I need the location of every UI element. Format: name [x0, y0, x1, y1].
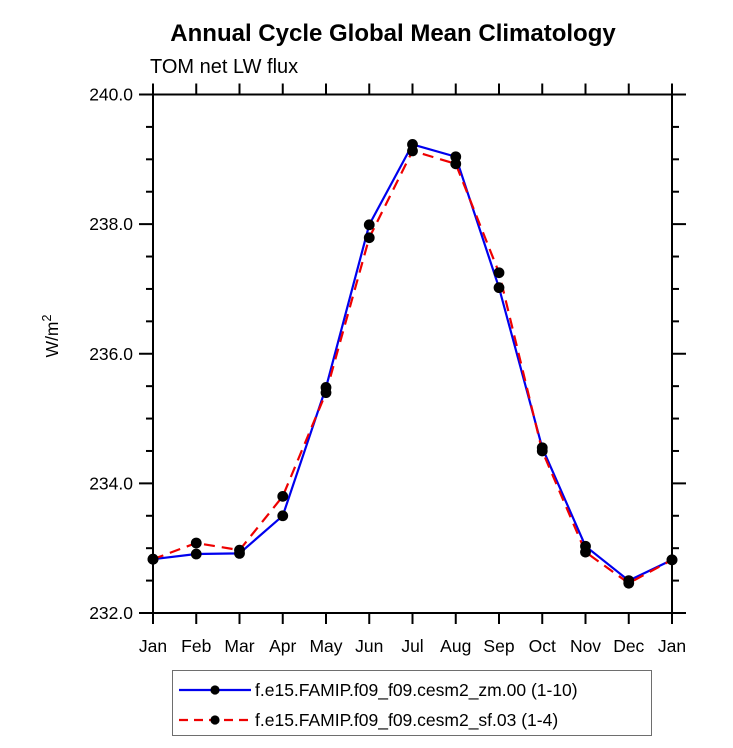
- legend-line-sample-blue: [179, 685, 251, 695]
- x-tick-label: Dec: [613, 636, 644, 656]
- data-point-marker: [493, 267, 505, 279]
- x-tick-label: Nov: [570, 636, 601, 656]
- axis-ticks: [139, 83, 686, 624]
- data-point-marker: [147, 553, 159, 565]
- x-tick-label: Apr: [269, 636, 296, 656]
- x-tick-label: Mar: [224, 636, 254, 656]
- data-point-marker: [623, 577, 635, 589]
- x-tick-label: Feb: [181, 636, 211, 656]
- data-point-marker: [320, 387, 332, 399]
- y-axis-tick-labels: 232.0 234.0 236.0 238.0 240.0: [89, 85, 133, 624]
- legend-box: f.e15.FAMIP.f09_f09.cesm2_zm.00 (1-10) f…: [172, 670, 652, 736]
- data-point-marker: [190, 537, 202, 549]
- data-point-marker: [363, 219, 375, 231]
- y-tick-label: 238.0: [89, 214, 133, 234]
- data-point-marker: [407, 145, 418, 157]
- data-point-marker: [363, 232, 375, 244]
- y-tick-label: 240.0: [89, 85, 133, 105]
- series-line-red: [152, 149, 673, 585]
- x-tick-label: Jan: [139, 636, 167, 656]
- data-point-marker: [536, 445, 548, 457]
- chart-subtitle: TOM net LW flux: [150, 56, 299, 78]
- y-tick-label: 232.0: [89, 603, 133, 623]
- legend-entry-series-1: f.e15.FAMIP.f09_f09.cesm2_zm.00 (1-10): [177, 677, 578, 703]
- x-tick-label: Sep: [483, 636, 514, 656]
- x-tick-label: Jun: [355, 636, 383, 656]
- legend-label-series-2: f.e15.FAMIP.f09_f09.cesm2_sf.03 (1-4): [255, 709, 559, 730]
- series-markers-red: [147, 145, 678, 589]
- data-point-marker: [277, 510, 289, 522]
- legend-line-sample-red: [179, 715, 251, 725]
- y-tick-label: 236.0: [89, 344, 133, 364]
- data-point-marker: [190, 548, 202, 560]
- y-axis-title: W/m2: [40, 314, 62, 357]
- data-point-marker: [450, 158, 462, 170]
- series-markers-blue: [147, 139, 678, 586]
- x-tick-label: Jul: [401, 636, 423, 656]
- y-tick-label: 234.0: [89, 473, 133, 493]
- plot-frame: [152, 93, 673, 614]
- plot-area: 232.0 234.0 236.0 238.0 240.0 Jan Feb Mar Apr May…: [40, 83, 686, 656]
- data-point-marker: [666, 554, 678, 566]
- data-point-marker: [277, 490, 289, 502]
- data-point-marker: [580, 546, 591, 558]
- x-tick-label: Oct: [529, 636, 556, 656]
- chart-title: Annual Cycle Global Mean Climatology: [170, 20, 616, 47]
- x-tick-label: Jan: [658, 636, 686, 656]
- x-axis-tick-labels: Jan Feb Mar Apr May Jun Jul Aug Sep Oct Nov Dec Jan: [139, 636, 686, 656]
- x-tick-label: May: [309, 636, 342, 656]
- x-tick-label: Aug: [440, 636, 471, 656]
- data-point-marker: [493, 282, 505, 294]
- series-line-blue: [152, 143, 673, 582]
- legend-entry-series-2: f.e15.FAMIP.f09_f09.cesm2_sf.03 (1-4): [177, 707, 558, 733]
- legend-label-series-1: f.e15.FAMIP.f09_f09.cesm2_zm.00 (1-10): [255, 679, 578, 700]
- data-point-marker: [234, 544, 245, 556]
